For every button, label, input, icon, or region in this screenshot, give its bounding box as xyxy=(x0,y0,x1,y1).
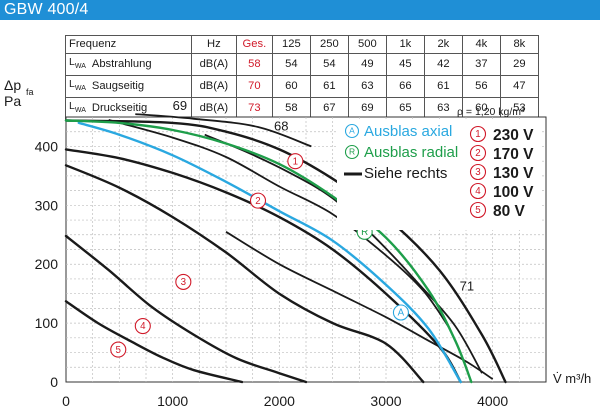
series-line xyxy=(64,164,425,384)
series-marker-label: R xyxy=(361,227,368,238)
series-marker xyxy=(469,144,487,162)
table-cell: 61 xyxy=(309,75,349,99)
lwa-symbol: LWA xyxy=(64,97,89,121)
series-line xyxy=(64,119,473,384)
table-cell: 47 xyxy=(499,75,539,99)
efficiency-line xyxy=(225,231,494,380)
series-marker-label: 1 xyxy=(293,156,298,167)
series-marker-label: 1 xyxy=(475,129,480,140)
series-line xyxy=(64,300,244,384)
series-line xyxy=(64,119,507,384)
efficiency-line xyxy=(135,113,312,148)
series-marker xyxy=(249,192,267,209)
x-tick-label: 2000 xyxy=(264,393,295,409)
y-axis-label-sub: fa xyxy=(26,87,34,97)
table-cell: 66 xyxy=(385,75,425,99)
efficiency-line xyxy=(108,119,451,330)
series-marker xyxy=(469,201,487,219)
x-tick-label: 4000 xyxy=(477,393,508,409)
x-axis-label: V̇ m³/h xyxy=(553,371,591,386)
series-marker xyxy=(175,273,192,290)
density-note: ρ = 1,20 kg/m³ xyxy=(457,106,525,118)
series-marker-label: 4 xyxy=(140,321,146,332)
efficiency-label: 68 xyxy=(274,119,288,134)
series-marker xyxy=(392,304,409,321)
series-marker-label: A xyxy=(349,126,355,136)
series-line xyxy=(64,148,462,384)
legend-item-text: Siehe rechts xyxy=(364,165,447,182)
y-axis-unit: Pa xyxy=(4,93,21,109)
page-title: GBW 400/4 xyxy=(4,1,89,18)
table-row: LWA Druckseitig dB(A) 73 58 67 69 65 63 … xyxy=(64,97,539,121)
y-tick-label: 400 xyxy=(35,138,59,154)
legend-voltage-text: 100 V xyxy=(493,184,534,201)
series-marker xyxy=(344,123,360,139)
series-marker xyxy=(110,341,127,358)
row-unit: dB(A) xyxy=(190,52,237,77)
y-axis-label: Δp xyxy=(4,77,21,93)
series-marker-label: R xyxy=(349,147,355,157)
title-bar xyxy=(0,0,600,20)
lwa-symbol: LWA xyxy=(64,52,89,77)
series-marker-label: 2 xyxy=(475,148,480,159)
y-tick-label: 0 xyxy=(50,374,58,390)
series-marker-label: 4 xyxy=(475,186,481,197)
series-marker xyxy=(134,318,151,335)
series-marker xyxy=(469,125,487,143)
lwa-symbol: LWA xyxy=(64,75,89,99)
series-marker-label: 5 xyxy=(475,205,481,216)
table-cell: 60 xyxy=(461,97,501,121)
series-marker xyxy=(287,153,304,170)
series-marker xyxy=(344,144,360,160)
y-tick-label: 100 xyxy=(35,315,59,331)
table-cell: 56 xyxy=(461,75,501,99)
table-cell: 54 xyxy=(271,52,311,77)
x-tick-label: 0 xyxy=(62,393,70,409)
series-line xyxy=(64,234,308,384)
legend-item-text: Ausblas axial xyxy=(364,123,452,140)
series-marker-label: 3 xyxy=(181,277,186,288)
efficiency-label: 69 xyxy=(173,98,187,113)
y-tick-label: 200 xyxy=(35,256,59,272)
table-row: LWA Abstrahlung dB(A) 58 54 54 49 45 42 … xyxy=(64,52,539,77)
series-marker-label: 2 xyxy=(255,196,260,207)
table-row: LWA Saugseitig dB(A) 70 60 61 63 66 61 5… xyxy=(64,75,539,99)
series-marker xyxy=(469,182,487,200)
row-ges: 73 xyxy=(235,97,273,121)
legend-background xyxy=(337,120,540,230)
sound-level-table: Frequenz Hz Ges. 125 250 500 1k 2k 4k 8k… xyxy=(64,35,539,121)
row-name: Abstrahlung xyxy=(88,52,192,77)
legend-voltage-text: 170 V xyxy=(493,146,534,163)
series-line xyxy=(77,121,462,384)
legend-voltage-text: 130 V xyxy=(493,165,534,182)
x-tick-label: 1000 xyxy=(157,393,188,409)
legend-voltage-text: 230 V xyxy=(493,127,534,144)
series-marker xyxy=(469,163,487,181)
y-tick-label: 300 xyxy=(35,197,59,213)
x-tick-label: 3000 xyxy=(370,393,401,409)
legend-voltage-text: 80 V xyxy=(493,203,526,220)
series-marker-label: A xyxy=(398,308,405,319)
legend-item-text: Ausblas radial xyxy=(364,144,458,161)
series-marker-label: 5 xyxy=(116,345,122,356)
efficiency-label: 71 xyxy=(460,279,474,294)
series-marker-label: 3 xyxy=(475,167,480,178)
